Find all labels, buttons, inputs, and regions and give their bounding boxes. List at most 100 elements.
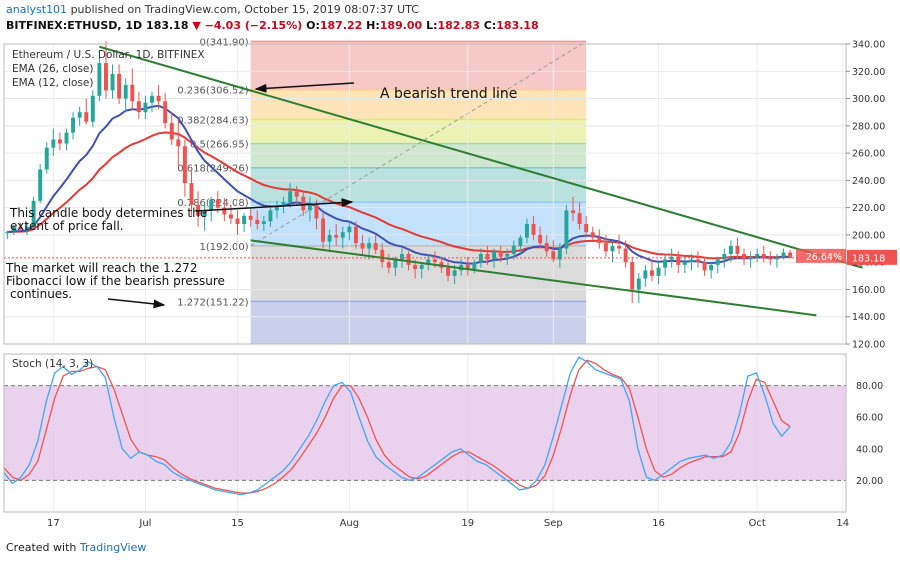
fib-band (250, 167, 587, 203)
candle-up (90, 95, 95, 122)
candle-down (446, 267, 450, 276)
publish-text: published on TradingView.com, October 15… (70, 3, 419, 16)
fib-band (250, 89, 587, 120)
legend-stoch: Stoch (14, 3, 3) (12, 358, 93, 370)
fib-band (250, 202, 587, 246)
candle-down (768, 258, 773, 260)
candle-down (538, 234, 543, 244)
high-label: H: (366, 19, 380, 32)
time-tick-label: 16 (652, 518, 665, 529)
time-tick-label: Aug (340, 518, 360, 529)
candle-up (347, 226, 352, 233)
axes: 340.00 320.00 300.00 280.00 260.00 240.00 220.… (3, 40, 897, 529)
candle-down (222, 207, 227, 215)
candle-up (452, 270, 457, 276)
price-chart[interactable]: 0(341.90) 0.236(306.52) 0.382(284.63) 0.5(2… (0, 36, 900, 536)
candle-down (18, 226, 23, 230)
candle-up (663, 259, 668, 268)
price-tick-label: 160.00 (852, 285, 885, 296)
candle-down (235, 218, 240, 224)
candle-up (610, 245, 615, 252)
candle-up (202, 210, 207, 216)
footer-created-with: Created with (6, 541, 77, 554)
candle-down (551, 251, 556, 260)
candle-down (498, 251, 503, 257)
candle-down (117, 74, 122, 99)
pct-label: 26.64% (806, 252, 842, 263)
candle-up (44, 147, 49, 170)
fib-band (250, 245, 587, 302)
candle-down (649, 270, 654, 276)
high-value: 189.00 (379, 19, 423, 32)
fibonacci-retracement[interactable]: 0(341.90) 0.236(306.52) 0.382(284.63) 0.5(2… (177, 37, 587, 344)
fib-diagonal (250, 40, 587, 247)
candle-down (215, 199, 220, 208)
candle-up (426, 259, 431, 265)
candle-down (189, 183, 194, 205)
candle-up (419, 264, 424, 269)
ohlc-bar: BITFINEX:ETHUSD, 1D 183.18 ▼ −4.03 (−2.1… (6, 19, 539, 32)
stoch-tick-label: 20.00 (856, 476, 883, 487)
price-tick-label: 120.00 (852, 340, 885, 351)
publish-info: analyst101 published on TradingView.com,… (6, 3, 419, 16)
candle-down (742, 254, 747, 260)
candle-down (57, 139, 62, 144)
candle-down (182, 146, 187, 184)
candle-up (143, 102, 148, 113)
candle-down (590, 232, 595, 238)
annotations: A bearish trend line This candle body de… (5, 82, 517, 309)
candle-down (597, 237, 602, 244)
price-tick-label: 140.00 (852, 312, 885, 323)
author-link[interactable]: analyst101 (6, 3, 68, 16)
candle-down (228, 214, 233, 219)
candle-up (689, 259, 694, 263)
stoch-band (4, 385, 846, 481)
candle-down (761, 254, 766, 259)
price-tick-label: 300.00 (852, 94, 885, 105)
stochastic-pane (3, 356, 846, 496)
trend-lines[interactable] (4, 45, 863, 317)
candle-up (327, 234, 332, 242)
candle-up (755, 254, 760, 257)
trend-line (99, 45, 863, 269)
fib-band (250, 143, 587, 168)
candle-down (386, 262, 391, 268)
close-value: 183.18 (496, 19, 539, 32)
candle-up (71, 117, 76, 133)
price-change: ▼ −4.03 (−2.15%) (192, 19, 303, 32)
candle-up (781, 252, 786, 257)
candle-up (38, 169, 43, 201)
candle-up (518, 237, 523, 246)
ema26-line (7, 131, 791, 260)
candle-down (248, 215, 253, 220)
candle-up (268, 210, 273, 222)
price-tick-label: 280.00 (852, 121, 885, 132)
fib-level-label: 0.236(306.52) (177, 86, 249, 97)
candle-up (340, 232, 345, 238)
candle-down (130, 84, 135, 102)
market-note-line1: The market will reach the 1.272 (5, 261, 197, 275)
candle-up (281, 202, 286, 207)
candle-up (709, 264, 714, 271)
price-pane-border (3, 43, 847, 345)
candle-up (715, 259, 720, 265)
candle-up (636, 278, 641, 290)
candle-up (209, 199, 214, 211)
candle-down (334, 234, 339, 238)
candle-down (531, 224, 536, 235)
tradingview-brand[interactable]: TradingView (79, 541, 147, 554)
price-tick-label: 260.00 (852, 149, 885, 160)
candle-down (301, 196, 306, 211)
candle-up (682, 262, 687, 265)
candle-down (788, 252, 793, 258)
low-label: L: (426, 19, 438, 32)
pct-label-bg (796, 248, 846, 263)
candle-down (176, 139, 181, 147)
candle-up (307, 204, 312, 211)
candle-up (64, 132, 69, 144)
candle-up (261, 221, 266, 224)
open-value: 187.22 (319, 19, 363, 32)
time-tick-label: 14 (836, 518, 849, 529)
time-tick-label: 19 (461, 518, 474, 529)
candle-up (505, 254, 510, 257)
